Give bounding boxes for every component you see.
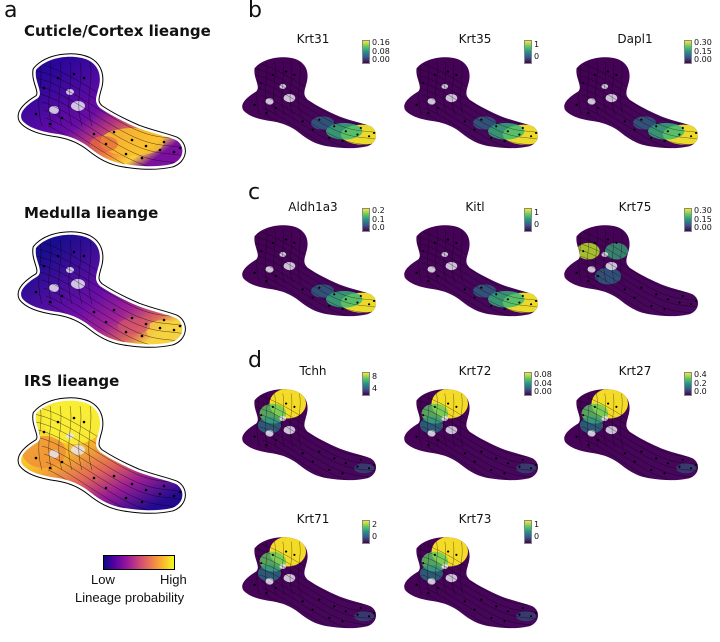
gene-colorbar [362, 208, 370, 232]
gene-title: Krt75 [618, 200, 652, 214]
colorbar-tick-label: 0.0 [372, 223, 385, 232]
gene-colorbar [524, 40, 532, 64]
colorbar-tick-label: 0.1 [372, 214, 385, 224]
gene-title: Krt73 [458, 512, 492, 526]
legend-high-label: High [160, 572, 187, 587]
gene-colorbar [684, 40, 692, 64]
colorbar-tick-label: 0.2 [372, 206, 385, 215]
lineage-title-cuticle-cortex: Cuticle/Cortex lieange [24, 22, 211, 40]
colorbar-tick-label: 0.30 [694, 38, 712, 47]
gene-umap [242, 225, 377, 317]
gene-title: Krt31 [296, 32, 330, 46]
gene-title: Aldh1a3 [288, 200, 338, 214]
colorbar-tick-label: 1 [534, 208, 540, 217]
colorbar-tick-label: 1 [534, 520, 540, 529]
gene-colorbar-ticks: 0.2 0.1 0.0 [372, 206, 385, 233]
colorbar-tick-label: 0.08 [534, 370, 552, 379]
gene-umap [564, 225, 699, 317]
legend-title: Lineage probability [75, 590, 185, 605]
lineage-probability-colorbar [103, 555, 175, 570]
colorbar-tick-label: 4 [372, 384, 378, 393]
colorbar-tick-label: 0.0 [694, 387, 707, 396]
colorbar-tick-label: 0.00 [694, 55, 712, 64]
gene-colorbar [684, 372, 692, 396]
gene-umap [404, 57, 539, 149]
gene-title: Krt72 [458, 364, 492, 378]
gene-umap [242, 57, 377, 149]
colorbar-tick-label: 0 [534, 52, 540, 61]
gene-colorbar [362, 520, 370, 544]
colorbar-tick-label: 0.15 [694, 214, 712, 224]
gene-umap [404, 389, 539, 481]
colorbar-tick-label: 0 [372, 532, 378, 541]
colorbar-tick-label: 0.08 [372, 46, 390, 56]
colorbar-tick-label: 0.00 [534, 387, 552, 396]
gene-title: Krt71 [296, 512, 330, 526]
colorbar-tick-label: 0 [534, 220, 540, 229]
colorbar-tick-label: 0.4 [694, 370, 707, 379]
colorbar-tick-label: 0.00 [372, 55, 390, 64]
panel-letter-a: a [4, 0, 18, 23]
lineage-umap-medulla [17, 231, 186, 348]
colorbar-tick-label: 0.00 [694, 223, 712, 232]
gene-colorbar [684, 208, 692, 232]
colorbar-tick-label: 2 [372, 520, 378, 529]
gene-colorbar-ticks: 0.30 0.15 0.00 [694, 206, 712, 233]
gene-colorbar [362, 40, 370, 64]
colorbar-tick-label: 0 [534, 532, 540, 541]
colorbar-tick-label: 8 [372, 372, 378, 381]
legend-low-label: Low [91, 572, 115, 587]
gene-colorbar [524, 208, 532, 232]
gene-title: Dapl1 [617, 32, 653, 46]
gene-colorbar [524, 372, 532, 396]
gene-title: Krt27 [618, 364, 652, 378]
lineage-umap-cuticle-cortex [17, 53, 186, 170]
colorbar-tick-label: 1 [534, 40, 540, 49]
gene-title: Krt35 [458, 32, 492, 46]
gene-colorbar [362, 372, 370, 396]
panel-letter-d: d [248, 348, 262, 373]
gene-title: Tchh [299, 364, 327, 378]
gene-title: Kitl [465, 200, 485, 214]
gene-umap [564, 389, 699, 481]
gene-colorbar-ticks: 0.08 0.04 0.00 [534, 370, 552, 397]
gene-colorbar-ticks: 0.16 0.08 0.00 [372, 38, 390, 65]
gene-colorbar-ticks: 0.30 0.15 0.00 [694, 38, 712, 65]
colorbar-tick-label: 0.04 [534, 378, 552, 388]
panel-letter-c: c [248, 180, 261, 205]
colorbar-tick-label: 0.16 [372, 38, 390, 47]
gene-colorbar-ticks: 0.4 0.2 0.0 [694, 370, 707, 397]
gene-umap [242, 389, 377, 481]
gene-colorbar [524, 520, 532, 544]
gene-umap [404, 225, 539, 317]
gene-umap [564, 57, 699, 149]
colorbar-tick-label: 0.2 [694, 378, 707, 388]
panel-letter-b: b [248, 0, 262, 23]
lineage-title-medulla: Medulla lieange [24, 204, 159, 222]
lineage-umap-irs [17, 397, 186, 514]
lineage-title-irs: IRS lieange [24, 372, 120, 390]
gene-umap [242, 537, 377, 629]
colorbar-tick-label: 0.30 [694, 206, 712, 215]
colorbar-tick-label: 0.15 [694, 46, 712, 56]
gene-umap [404, 537, 539, 629]
